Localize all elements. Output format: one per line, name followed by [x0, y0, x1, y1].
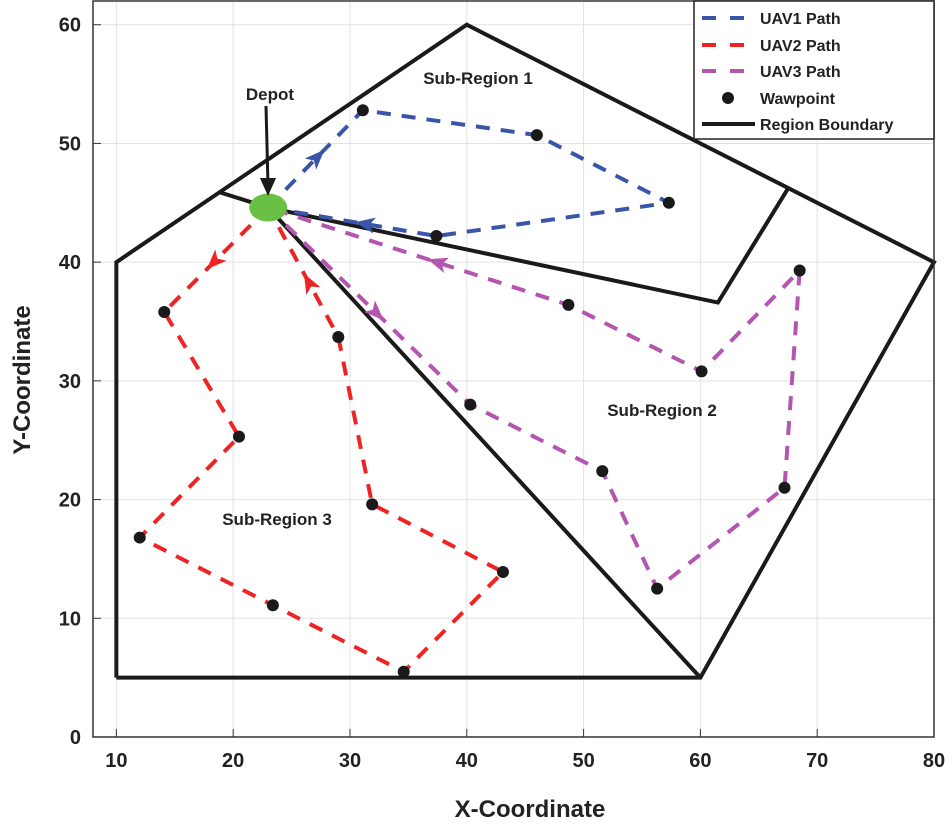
uav-paths	[136, 108, 803, 675]
legend-uav2-label: UAV2 Path	[760, 38, 841, 55]
legend-waypoint-marker	[722, 92, 734, 104]
depot-arrow-head	[260, 178, 276, 196]
x-tick-label: 10	[105, 750, 127, 772]
axes: 10 20 30 40 50 60 70 80 0 10 20 30 40 50 60	[59, 0, 945, 772]
waypoint-marker	[562, 298, 575, 311]
legend-uav1-label: UAV1 Path	[760, 11, 841, 28]
y-tick-label: 60	[59, 15, 81, 37]
waypoint-marker	[397, 665, 410, 678]
uav1-direction-arrow	[304, 149, 325, 170]
waypoint-marker	[651, 582, 664, 595]
y-tick-label: 40	[59, 252, 81, 274]
waypoint-marker	[793, 264, 806, 277]
depot-arrow	[264, 105, 270, 186]
y-tick-label: 50	[59, 133, 81, 155]
x-tick-label: 20	[222, 750, 244, 772]
uav3-path	[266, 205, 803, 592]
waypoints	[133, 104, 806, 678]
uav1-path	[266, 108, 676, 239]
x-tick-label: 50	[572, 750, 594, 772]
uav3-direction-arrow	[427, 257, 450, 274]
region-boundary-divider	[266, 206, 702, 679]
region-boundary	[114, 22, 937, 680]
waypoint-marker	[496, 565, 509, 578]
waypoint-marker	[266, 599, 279, 612]
annotation-sub-region-3: Sub-Region 3	[222, 510, 332, 529]
waypoint-marker	[464, 398, 477, 411]
x-tick-label: 60	[689, 750, 711, 772]
plot-frame	[92, 0, 935, 738]
uav3-direction-arrow	[363, 300, 384, 321]
x-tick-label: 70	[806, 750, 828, 772]
uav1-direction-arrow	[354, 217, 376, 234]
waypoint-marker	[430, 230, 443, 243]
waypoint-marker	[662, 196, 675, 209]
y-tick-label: 30	[59, 371, 81, 393]
y-tick-label: 0	[70, 727, 81, 749]
waypoint-marker	[158, 306, 171, 319]
waypoint-marker	[695, 365, 708, 378]
region-boundary-divider	[218, 187, 790, 305]
uav2-path	[136, 206, 507, 675]
annotation-sub-region-2: Sub-Region 2	[607, 401, 717, 420]
waypoint-marker	[332, 330, 345, 343]
annotation-sub-region-1: Sub-Region 1	[423, 69, 533, 88]
legend-boundary-label: Region Boundary	[760, 117, 893, 134]
x-tick-label: 80	[923, 750, 945, 772]
depot-marker	[249, 193, 288, 222]
annotations: Sub-Region 1 Sub-Region 2 Sub-Region 3 D…	[222, 69, 717, 529]
x-axis-label: X-Coordinate	[455, 796, 606, 823]
y-tick-label: 20	[59, 490, 81, 512]
legend-waypoint-label: Wawpoint	[760, 91, 836, 108]
waypoint-marker	[133, 531, 146, 544]
depot-label: Depot	[246, 85, 295, 104]
waypoint-marker	[366, 498, 379, 511]
x-tick-label: 30	[339, 750, 361, 772]
uav2-direction-arrow	[303, 273, 321, 295]
waypoint-marker	[596, 465, 609, 478]
uav2-direction-arrow	[206, 249, 227, 270]
legend-uav3-label: UAV3 Path	[760, 64, 841, 81]
waypoint-marker	[356, 104, 369, 117]
waypoint-marker	[233, 430, 246, 443]
waypoint-marker	[530, 129, 543, 142]
x-tick-label: 40	[456, 750, 478, 772]
waypoint-marker	[778, 481, 791, 494]
region-boundary-outer	[114, 22, 937, 680]
y-axis-label: Y-Coordinate	[9, 305, 36, 454]
y-tick-label: 10	[59, 608, 81, 630]
legend: UAV1 Path UAV2 Path UAV3 Path Wawpoint R…	[693, 0, 935, 140]
